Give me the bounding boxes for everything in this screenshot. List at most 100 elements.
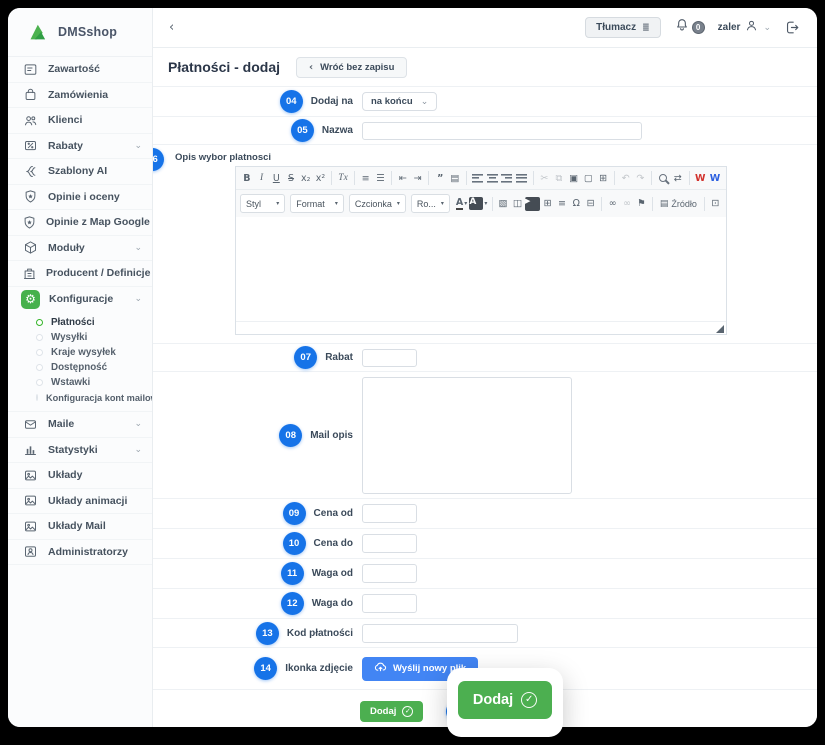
anchor-flag-icon[interactable]: ⚑ [637, 198, 646, 209]
align-left-icon[interactable] [471, 170, 485, 187]
page-content: Płatności - dodaj ‹ Wróć bez zapisu 04 D… [153, 48, 817, 727]
horizontal-rule-icon[interactable]: ≡ [557, 198, 566, 209]
waga-od-label: Waga od [311, 568, 353, 579]
nazwa-input[interactable] [362, 121, 642, 140]
table-icon[interactable]: ⊞ [543, 198, 552, 209]
bold-icon[interactable]: B [243, 172, 251, 184]
font-dropdown[interactable]: Czcionka ▾ [348, 194, 406, 213]
waga-od-input[interactable] [362, 564, 417, 583]
sidebar-item-uklady[interactable]: Układy [8, 463, 152, 489]
media-icon[interactable]: ▶ [525, 195, 540, 212]
cena-od-input[interactable] [362, 504, 417, 523]
sidebar-subitem-platnosci[interactable]: Płatności [8, 315, 152, 330]
rabat-input[interactable] [362, 348, 417, 367]
div-container-icon[interactable]: ▤ [450, 172, 460, 184]
text-color-icon[interactable]: A ▾ [455, 197, 468, 210]
replace-icon[interactable]: ⇄ [673, 172, 682, 184]
sidebar-subitem-kraje-wysylek[interactable]: Kraje wysyłek [8, 345, 152, 360]
chevron-down-icon: ⌄ [134, 140, 142, 151]
image-icon[interactable]: ▧ [498, 198, 508, 209]
source-button[interactable]: ▤ Źródło [659, 198, 697, 209]
blockquote-icon[interactable]: ” [437, 172, 444, 184]
back-without-save-button[interactable]: ‹ Wróć bez zapisu [296, 56, 408, 78]
resize-handle[interactable] [716, 325, 724, 333]
active-dot-icon [36, 319, 43, 326]
sidebar-item-klienci[interactable]: Klienci [8, 108, 152, 134]
strikethrough-icon[interactable]: S [288, 172, 295, 184]
sidebar-item-zawartosc[interactable]: Zawartość [8, 57, 152, 83]
stats-icon [22, 441, 39, 458]
maximize-icon[interactable]: ⊡ [711, 198, 720, 209]
opis-label: Opis wybor platnosci [175, 152, 272, 163]
translate-button[interactable]: Tłumacz ≣ [585, 17, 661, 38]
page-break-icon[interactable]: ⊟ [586, 198, 595, 209]
ikonka-label: Ikonka zdjęcie [285, 663, 353, 674]
paste-icon[interactable]: ▣ [569, 172, 579, 184]
cut-icon[interactable]: ✂ [540, 172, 549, 184]
sidebar-item-administratorzy[interactable]: Administratorzy [8, 540, 152, 565]
sidebar-subitem-wstawki[interactable]: Wstawki [8, 375, 152, 390]
embed-icon[interactable]: ◫ [512, 198, 522, 209]
user-menu[interactable]: zaler ⌄ [718, 18, 771, 38]
unlink-icon[interactable]: ∞ [623, 198, 631, 209]
sidebar-subitem-konfiguracja-kont[interactable]: Konfiguracja kont mailowych [8, 390, 152, 405]
step-badge-14: 14 [254, 657, 278, 680]
word-red-icon[interactable]: W [695, 172, 706, 184]
align-justify-icon[interactable] [515, 170, 529, 187]
bulleted-list-icon[interactable]: ☰ [376, 172, 385, 184]
sidebar-item-rabaty[interactable]: Rabaty ⌄ [8, 134, 152, 159]
numbered-list-icon[interactable]: ≡ [361, 172, 370, 184]
sidebar-item-opinie[interactable]: Opinie i oceny [8, 185, 152, 210]
paste-word-icon[interactable]: ⊞ [599, 172, 608, 184]
sidebar-collapse-button[interactable]: ‹ [169, 20, 175, 35]
align-center-icon[interactable] [485, 170, 499, 187]
layout-icon [22, 467, 39, 484]
sidebar-item-moduly[interactable]: Moduły ⌄ [8, 236, 152, 261]
sidebar-item-szablony-ai[interactable]: Szablony AI [8, 159, 152, 185]
indent-icon[interactable]: ⇥ [413, 172, 422, 184]
word-blue-icon[interactable]: W [709, 172, 721, 184]
italic-icon[interactable]: I [259, 173, 264, 183]
mail-opis-textarea[interactable] [362, 376, 572, 494]
sidebar-item-opinie-google[interactable]: Opinie z Map Google [8, 210, 152, 236]
subscript-icon[interactable]: x₂ [301, 172, 311, 184]
find-icon[interactable] [656, 170, 670, 187]
redo-icon[interactable]: ↷ [636, 172, 645, 184]
cena-do-input[interactable] [362, 534, 417, 553]
bg-color-icon[interactable]: A ▾ [469, 195, 487, 212]
notifications-button[interactable]: 0 [674, 17, 705, 38]
sidebar-item-statystyki[interactable]: Statystyki ⌄ [8, 438, 152, 463]
align-right-icon[interactable] [500, 170, 514, 187]
step-badge-07: 07 [294, 346, 318, 369]
editor-content-area[interactable] [236, 217, 726, 321]
dodaj-button[interactable]: Dodaj ✓ [360, 701, 424, 722]
waga-do-label: Waga do [311, 598, 353, 609]
sidebar-item-maile[interactable]: Maile ⌄ [8, 412, 152, 438]
link-icon[interactable]: ∞ [608, 198, 617, 209]
logout-button[interactable] [784, 19, 801, 36]
sidebar-item-producent[interactable]: Producent / Definicje ⌄ [8, 261, 152, 287]
outdent-icon[interactable]: ⇤ [398, 172, 407, 184]
kod-platnosci-input[interactable] [362, 623, 518, 643]
waga-do-input[interactable] [362, 594, 417, 613]
style-dropdown[interactable]: Styl ▾ [240, 194, 286, 213]
format-dropdown[interactable]: Format ▾ [290, 194, 344, 213]
copy-icon[interactable]: ⧉ [555, 172, 563, 184]
underline-icon[interactable]: U [272, 172, 280, 184]
kod-label: Kod płatności [286, 627, 353, 639]
sidebar-item-konfiguracje[interactable]: ⚙ Konfiguracje ⌄ [8, 287, 152, 313]
sidebar-item-zamowienia[interactable]: Zamówienia [8, 83, 152, 108]
size-dropdown[interactable]: Ro... ▾ [410, 194, 450, 213]
orders-icon [22, 86, 39, 103]
dodaj-na-select[interactable]: na końcu ⌄ [362, 92, 438, 111]
chevron-down-icon: ⌄ [134, 294, 142, 305]
paste-text-icon[interactable]: ▢ [583, 172, 593, 184]
sidebar-subitem-dostepnosc[interactable]: Dostępność [8, 360, 152, 375]
sidebar-item-uklady-mail[interactable]: Układy Mail [8, 514, 152, 540]
special-char-icon[interactable]: Ω [572, 198, 580, 209]
undo-icon[interactable]: ↶ [621, 172, 630, 184]
sidebar-item-uklady-animacji[interactable]: Układy animacji [8, 489, 152, 514]
sidebar-subitem-wysylki[interactable]: Wysyłki [8, 330, 152, 345]
superscript-icon[interactable]: x² [315, 172, 326, 184]
remove-format-icon[interactable]: Tx [338, 173, 348, 183]
